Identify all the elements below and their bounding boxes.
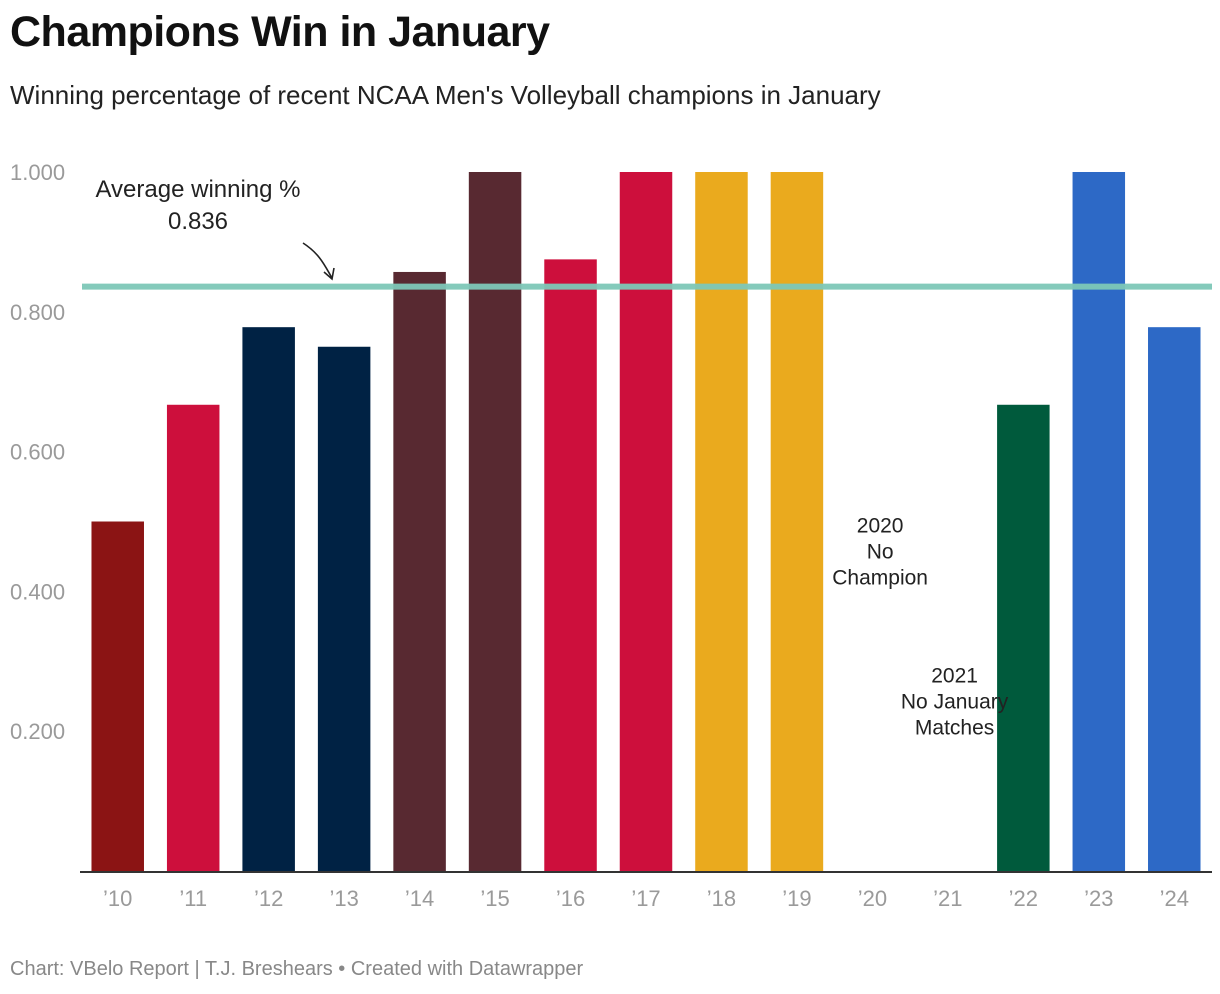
bar-15 xyxy=(468,172,522,871)
annotation-20-line: Champion xyxy=(832,566,928,589)
x-tick-label: ’10 xyxy=(103,886,132,911)
x-tick-label: ’13 xyxy=(329,886,358,911)
x-tick-label: ’16 xyxy=(556,886,585,911)
x-tick-label: ’17 xyxy=(631,886,660,911)
bar-11 xyxy=(166,404,220,871)
bar-18 xyxy=(695,172,748,871)
bar-24 xyxy=(1148,327,1201,872)
average-line-group: Average winning % 0.836 xyxy=(82,176,1212,290)
arrow-head-icon xyxy=(323,267,335,281)
x-tick-label: ’19 xyxy=(782,886,811,911)
bar-16 xyxy=(544,259,597,871)
x-tick-label: ’22 xyxy=(1009,886,1038,911)
bar-12 xyxy=(242,327,295,872)
x-tick-label: ’21 xyxy=(933,886,962,911)
y-tick-label: 0.600 xyxy=(10,440,65,465)
x-tick-label: ’23 xyxy=(1084,886,1113,911)
x-tick-label: ’11 xyxy=(179,886,207,911)
bar-19 xyxy=(770,172,824,871)
bar-10 xyxy=(91,521,144,871)
annotation-20-line: No xyxy=(867,540,894,563)
annotation-21-line: 2021 xyxy=(931,665,978,688)
average-line-label: Average winning % xyxy=(95,176,300,203)
bar-17 xyxy=(619,172,673,871)
bars xyxy=(91,172,1201,872)
y-tick-label: 0.400 xyxy=(10,579,65,604)
y-axis-ticks: 1.000 0.800 0.600 0.400 0.200 xyxy=(10,160,65,744)
bar-14 xyxy=(393,271,446,871)
chart-subtitle: Winning percentage of recent NCAA Men's … xyxy=(10,80,881,110)
bar-13 xyxy=(317,346,371,871)
x-tick-label: ’18 xyxy=(707,886,736,911)
chart-credit: Chart: VBelo Report | T.J. Breshears • C… xyxy=(10,958,584,980)
arrow-icon xyxy=(302,242,333,279)
x-axis-ticks: ’10 ’11 ’12 ’13 ’14 ’15 ’16 ’17 ’18 ’19 ’20 ’21 ’22 ’… xyxy=(103,886,1189,911)
x-tick-label: ’24 xyxy=(1160,886,1189,911)
annotation-21-line: Matches xyxy=(915,717,994,740)
y-tick-label: 1.000 xyxy=(10,160,65,185)
x-tick-label: ’15 xyxy=(480,886,509,911)
x-tick-label: ’20 xyxy=(858,886,887,911)
annotations: 2020 No Champion 2021 No January Matches xyxy=(832,514,1009,739)
chart-title: Champions Win in January xyxy=(10,8,550,56)
x-tick-label: ’14 xyxy=(405,886,434,911)
average-line-label: 0.836 xyxy=(168,208,228,235)
bar-22 xyxy=(997,404,1050,871)
annotation-21-line: No January xyxy=(901,691,1009,714)
y-tick-label: 0.800 xyxy=(10,300,65,325)
annotation-20-line: 2020 xyxy=(857,514,904,537)
bar-23 xyxy=(1072,172,1126,871)
y-tick-label: 0.200 xyxy=(10,719,65,744)
x-tick-label: ’12 xyxy=(254,886,283,911)
